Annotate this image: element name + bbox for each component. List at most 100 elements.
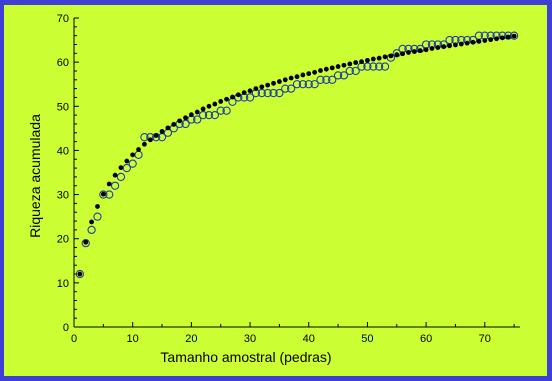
filled-circle-point: [335, 64, 341, 69]
filled-circle-point: [253, 86, 259, 92]
filled-circle-point: [365, 57, 370, 63]
x-tick-label: 70: [479, 333, 491, 345]
filled-circle-point: [224, 96, 229, 102]
filled-circle-point: [347, 61, 353, 67]
x-tick-label: 40: [303, 333, 315, 345]
filled-circle-point: [77, 271, 83, 277]
filled-circle-point: [206, 103, 212, 109]
filled-circle-point: [147, 137, 153, 143]
filled-circle-point: [230, 94, 235, 100]
data-points: [75, 31, 519, 279]
open-circle-point: [363, 62, 372, 71]
filled-circle-point: [235, 92, 241, 98]
y-axis-title: Riqueza acumulada: [27, 114, 43, 238]
x-tick-label: 20: [185, 333, 197, 345]
filled-circle-point: [447, 43, 452, 49]
filled-circle-point: [435, 45, 441, 50]
open-circle-point: [298, 80, 308, 89]
open-circle-point: [304, 80, 313, 89]
filled-circle-point: [112, 172, 118, 178]
scatter-chart: 0 10 20 30 40 50 60 70 0 10 20 30 40 50 60 70 Tamanho a…: [27, 13, 520, 365]
filled-circle-point: [323, 66, 329, 72]
x-tick-label: 50: [361, 333, 373, 345]
open-circle-point: [216, 106, 225, 115]
filled-circle-point: [423, 47, 429, 53]
filled-circle-point: [341, 62, 347, 68]
filled-circle-point: [271, 80, 276, 86]
chart-panel: 0 10 20 30 40 50 60 70 0 10 20 30 40 50 60 70 Tamanho a…: [4, 5, 547, 376]
filled-circle-point: [241, 90, 247, 96]
open-circle-point: [281, 84, 290, 93]
open-circle-point: [263, 88, 272, 98]
filled-circle-point: [265, 82, 271, 88]
y-tick-label: 0: [63, 322, 69, 334]
filled-circle-point: [153, 133, 159, 138]
open-circle-point: [328, 75, 337, 84]
filled-circle-point: [318, 68, 323, 73]
open-circle-point: [128, 159, 137, 168]
filled-circle-point: [118, 165, 124, 171]
filled-circle-point: [142, 141, 147, 147]
filled-circle-point: [218, 99, 224, 104]
filled-circle-point: [171, 121, 177, 127]
filled-circle-point: [458, 41, 464, 47]
filled-circle-point: [83, 239, 89, 245]
filled-circle-point: [470, 39, 476, 45]
open-circle-point: [333, 71, 343, 80]
open-circle-point: [87, 225, 96, 235]
open-circle-point: [116, 172, 126, 182]
open-circle-point: [75, 269, 85, 279]
filled-circle-point: [482, 38, 488, 43]
filled-circle-point: [194, 109, 200, 115]
y-tick-label: 70: [57, 13, 69, 25]
open-circle-point: [310, 80, 319, 89]
open-circle-point: [193, 115, 202, 124]
open-circle-point: [181, 119, 190, 129]
filled-circle-point: [359, 59, 364, 65]
filled-circle-point: [188, 112, 194, 118]
y-tick-label: 60: [57, 57, 69, 69]
filled-circle-point: [183, 115, 188, 121]
y-tick-label: 40: [57, 145, 69, 157]
filled-circle-point: [400, 51, 406, 57]
filled-circle-point: [476, 38, 482, 44]
axes: 0 10 20 30 40 50 60 70 0 10 20 30 40 50 60 70: [57, 13, 520, 345]
x-tick-label: 0: [71, 333, 77, 345]
y-tick-label: 50: [57, 101, 69, 113]
filled-circle-point: [100, 191, 106, 197]
filled-circle-point: [312, 69, 318, 75]
filled-circle-point: [200, 106, 206, 112]
filled-circle-point: [406, 50, 411, 55]
filled-circle-point: [494, 36, 499, 42]
filled-circle-point: [259, 84, 265, 90]
open-circle-point: [204, 110, 214, 120]
open-circle-point: [509, 31, 519, 40]
open-circle-point: [351, 66, 360, 76]
filled-circle-point: [511, 33, 517, 39]
open-circle-point: [275, 88, 284, 98]
filled-circle-point: [89, 219, 95, 225]
filled-circle-point: [106, 181, 112, 187]
filled-circle-point: [429, 46, 435, 51]
open-circle-point: [369, 62, 378, 71]
y-tick-label: 20: [57, 234, 69, 246]
open-circle-point: [375, 62, 384, 71]
open-circle-point: [257, 88, 266, 98]
open-circle-point: [380, 62, 390, 71]
filled-circle-point: [499, 35, 505, 41]
filled-circle-point: [441, 44, 447, 50]
open-circle-point: [316, 75, 325, 84]
filled-circle-point: [124, 158, 130, 164]
filled-circle-point: [453, 42, 458, 48]
open-circle-point: [286, 84, 296, 93]
open-circle-point: [93, 212, 102, 221]
filled-circle-point: [159, 129, 165, 134]
open-circle-point: [99, 190, 108, 199]
open-circle-point: [110, 181, 120, 190]
open-circle-point: [134, 150, 143, 159]
filled-circle-point: [388, 53, 394, 59]
filled-circle-point: [282, 77, 288, 83]
x-axis-title: Tamanho amostral (pedras): [160, 349, 331, 365]
filled-circle-point: [417, 48, 423, 54]
filled-circle-point: [136, 147, 141, 152]
